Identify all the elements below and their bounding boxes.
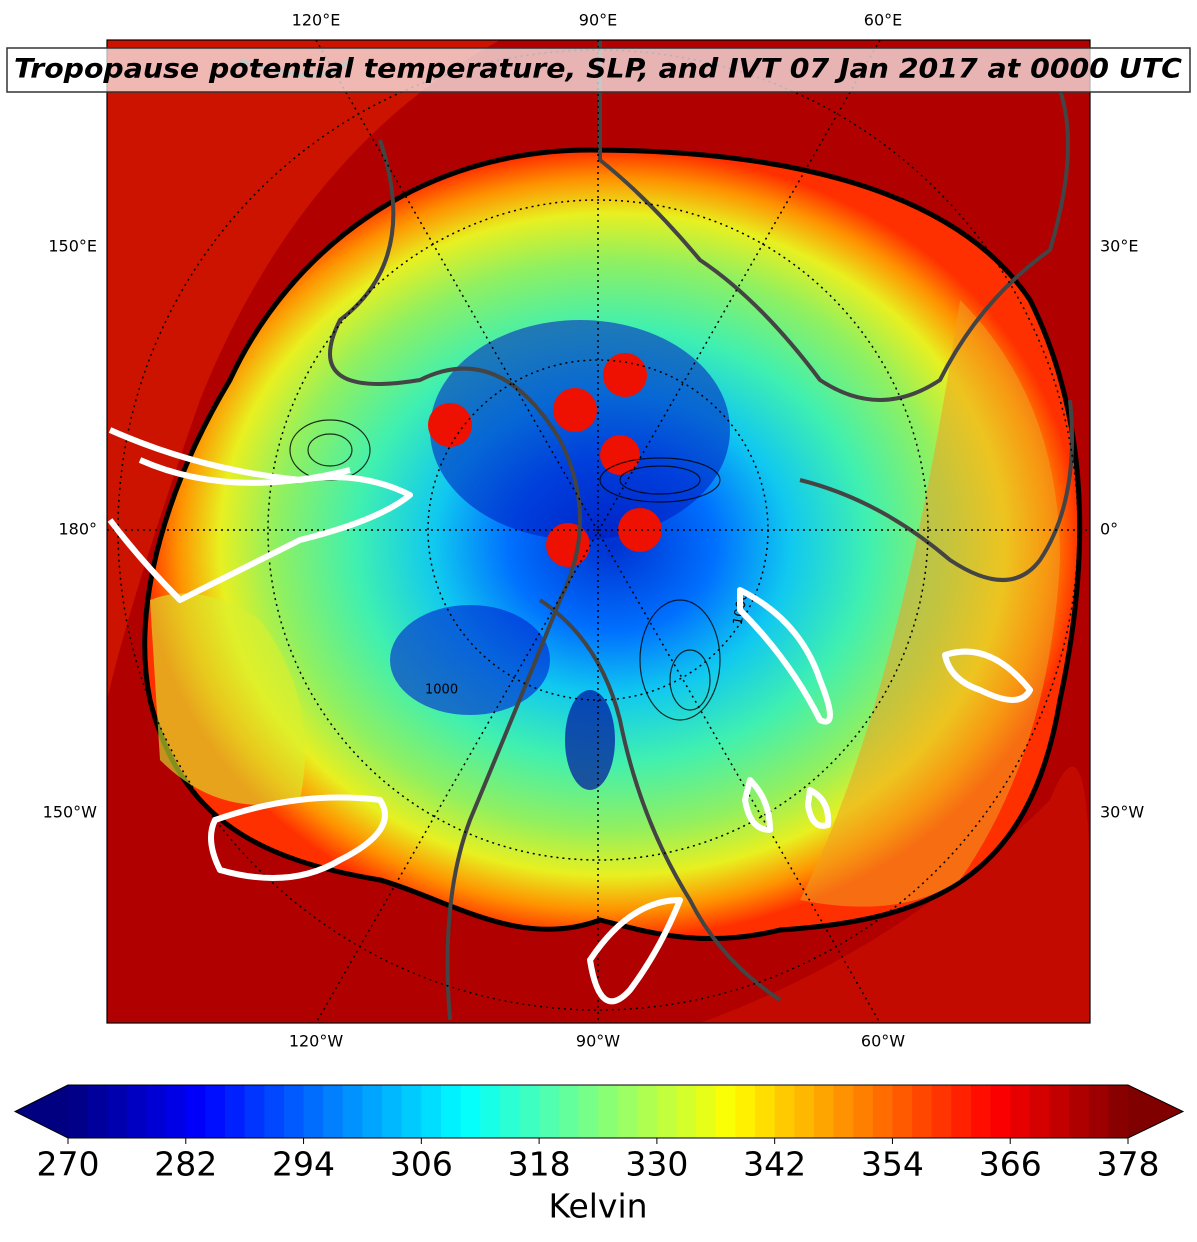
contour-label: 1000 xyxy=(425,683,458,698)
colorbar-label: Kelvin xyxy=(548,1187,647,1226)
colorbar-band xyxy=(1010,1085,1031,1138)
colorbar-band xyxy=(225,1085,246,1138)
colorbar-tick-label: 342 xyxy=(743,1145,806,1184)
colorbar-band xyxy=(283,1085,305,1138)
colorbar-band xyxy=(107,1085,128,1138)
colorbar-band xyxy=(598,1085,619,1138)
colorbar-band xyxy=(970,1085,992,1138)
colorbar-tick-label: 318 xyxy=(508,1145,571,1184)
lon-label: 150°W xyxy=(43,803,98,822)
colorbar-band xyxy=(637,1085,658,1138)
colorbar-band xyxy=(539,1085,560,1138)
colorbar-band xyxy=(696,1085,717,1138)
colorbar-band xyxy=(931,1085,952,1138)
colorbar-band xyxy=(87,1085,108,1138)
colorbar-tick-label: 330 xyxy=(625,1145,688,1184)
colorbar-band xyxy=(990,1085,1011,1138)
warm-blobs xyxy=(428,353,662,567)
colorbar: 270 282 294 306 318 330 342 354 366 378 Kelvin xyxy=(13,1084,1185,1226)
colorbar-band xyxy=(1088,1085,1109,1138)
colorbar-band xyxy=(1108,1085,1129,1138)
colorbar-band xyxy=(264,1085,285,1138)
colorbar-band xyxy=(126,1085,148,1138)
lon-label: 180° xyxy=(58,520,97,539)
colorbar-band xyxy=(1069,1085,1090,1138)
colorbar-band xyxy=(912,1085,933,1138)
colorbar-band xyxy=(1029,1085,1051,1138)
colorbar-tick-label: 294 xyxy=(272,1145,335,1184)
colorbar-band xyxy=(460,1085,481,1138)
colorbar-tick-label: 306 xyxy=(390,1145,453,1184)
lon-label: 90°E xyxy=(579,11,617,30)
colorbar-band xyxy=(833,1085,854,1138)
lon-label: 60°W xyxy=(861,1032,905,1051)
colorbar-band xyxy=(185,1085,207,1138)
colorbar-tick-label: 282 xyxy=(154,1145,217,1184)
colorbar-band xyxy=(676,1085,697,1138)
colorbar-band xyxy=(617,1085,638,1138)
lon-label: 120°W xyxy=(289,1032,344,1051)
colorbar-tick-label: 366 xyxy=(979,1145,1042,1184)
colorbar-extend-high xyxy=(1128,1085,1183,1138)
colorbar-band xyxy=(558,1085,579,1138)
colorbar-band xyxy=(813,1085,835,1138)
map-frame xyxy=(106,39,1091,1024)
colorbar-band xyxy=(362,1085,383,1138)
colorbar-band xyxy=(656,1085,678,1138)
colorbar-band xyxy=(244,1085,265,1138)
lon-label: 30°W xyxy=(1100,803,1144,822)
title-box xyxy=(6,47,1191,93)
colorbar-band xyxy=(872,1085,894,1138)
colorbar-band xyxy=(755,1085,776,1138)
colorbar-band xyxy=(166,1085,187,1138)
colorbar-band xyxy=(853,1085,874,1138)
colorbar-band xyxy=(205,1085,226,1138)
colorbar-band xyxy=(1049,1085,1070,1138)
ivt-contours xyxy=(107,427,1033,1005)
title: Tropopause potential temperature, SLP, a… xyxy=(14,54,1182,85)
colorbar-band xyxy=(519,1085,540,1138)
colorbar-tick-label: 378 xyxy=(1097,1145,1160,1184)
lon-label: 60°E xyxy=(864,11,902,30)
lon-label: 150°E xyxy=(48,237,97,256)
colorbar-band xyxy=(774,1085,795,1138)
colorbar-band xyxy=(892,1085,913,1138)
colorbar-band xyxy=(421,1085,442,1138)
colorbar-band xyxy=(68,1085,89,1138)
colorbar-band xyxy=(382,1085,403,1138)
colorbar-band xyxy=(951,1085,972,1138)
colorbar-tick-label: 270 xyxy=(37,1145,100,1184)
colorbar-band xyxy=(401,1085,422,1138)
lon-label: 30°E xyxy=(1100,237,1138,256)
colorbar-band xyxy=(480,1085,501,1138)
map-field: 1000 1000 xyxy=(107,40,1090,1023)
colorbar-band xyxy=(499,1085,521,1138)
lon-label: 120°E xyxy=(292,11,341,30)
colorbar-band xyxy=(323,1085,344,1138)
colorbar-extend-low xyxy=(15,1085,68,1138)
colorbar-band xyxy=(578,1085,599,1138)
colorbar-band xyxy=(715,1085,737,1138)
colorbar-band xyxy=(303,1085,324,1138)
colorbar-band xyxy=(342,1085,364,1138)
lon-label: 90°W xyxy=(576,1032,620,1051)
lon-label: 0° xyxy=(1100,520,1118,539)
colorbar-band xyxy=(794,1085,815,1138)
colorbar-band xyxy=(735,1085,756,1138)
colorbar-band xyxy=(146,1085,167,1138)
colorbar-band xyxy=(440,1085,462,1138)
colorbar-tick-label: 354 xyxy=(861,1145,924,1184)
